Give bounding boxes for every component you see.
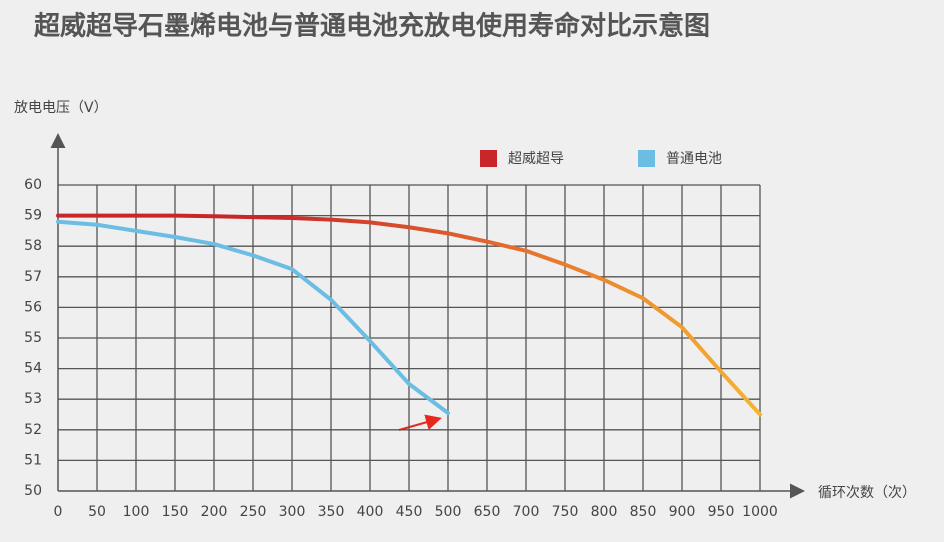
legend-swatch xyxy=(480,150,497,167)
x-tick-label: 150 xyxy=(162,504,189,520)
chart-title: 超威超导石墨烯电池与普通电池充放电使用寿命对比示意图 xyxy=(34,11,710,42)
x-tick-label: 350 xyxy=(318,504,345,520)
series-line xyxy=(56,219,450,415)
y-tick-label: 52 xyxy=(24,422,42,438)
x-tick-label: 700 xyxy=(513,504,540,520)
x-tick-label: 900 xyxy=(669,504,696,520)
x-tick-label: 750 xyxy=(552,504,579,520)
y-tick-label: 57 xyxy=(24,269,42,285)
legend-label: 普通电池 xyxy=(666,151,722,167)
y-tick-label: 55 xyxy=(24,330,42,346)
y-tick-label: 54 xyxy=(24,361,42,377)
x-tick-label: 500 xyxy=(435,504,462,520)
x-tick-label: 800 xyxy=(591,504,618,520)
x-tick-label: 100 xyxy=(123,504,150,520)
x-tick-label: 850 xyxy=(630,504,657,520)
y-axis-label: 放电电压（V） xyxy=(14,100,108,116)
x-tick-label: 300 xyxy=(279,504,306,520)
y-tick-label: 53 xyxy=(24,391,42,407)
y-tick-label: 58 xyxy=(24,238,42,254)
x-tick-label: 950 xyxy=(708,504,735,520)
x-tick-label: 200 xyxy=(201,504,228,520)
x-tick-label: 50 xyxy=(88,504,106,520)
x-tick-label: 1000 xyxy=(742,504,778,520)
legend-swatch xyxy=(638,150,655,167)
x-tick-label: 250 xyxy=(240,504,267,520)
annotation-arrow xyxy=(398,414,442,431)
x-tick-label: 650 xyxy=(474,504,501,520)
y-tick-label: 50 xyxy=(24,483,42,499)
x-tick-label: 400 xyxy=(357,504,384,520)
y-tick-label: 56 xyxy=(24,299,42,315)
y-tick-label: 60 xyxy=(24,177,42,193)
x-tick-label: 450 xyxy=(396,504,423,520)
x-axis-label: 循环次数（次） xyxy=(818,485,916,501)
x-tick-label: 0 xyxy=(54,504,63,520)
legend-label: 超威超导 xyxy=(508,151,564,167)
series-line xyxy=(56,213,762,417)
y-tick-label: 59 xyxy=(24,208,42,224)
y-tick-label: 51 xyxy=(24,452,42,468)
